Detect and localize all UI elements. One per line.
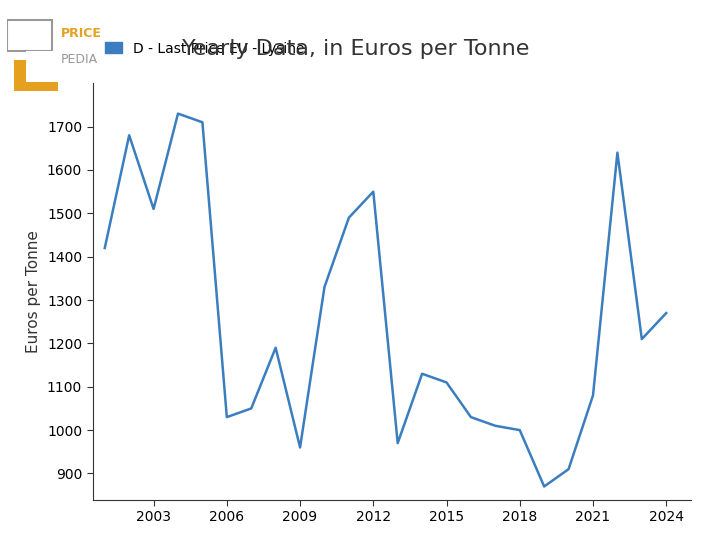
- Bar: [14, 60, 58, 91]
- Text: PRICE: PRICE: [61, 27, 102, 40]
- Bar: [26, 51, 71, 82]
- Text: Yearly Data, in Euros per Tonne: Yearly Data, in Euros per Tonne: [182, 39, 530, 59]
- Text: PEDIA: PEDIA: [61, 53, 98, 67]
- Bar: [7, 20, 52, 51]
- Y-axis label: Euros per Tonne: Euros per Tonne: [26, 230, 41, 353]
- Legend: D - Last Price EU - Lysine: D - Last Price EU - Lysine: [100, 36, 310, 61]
